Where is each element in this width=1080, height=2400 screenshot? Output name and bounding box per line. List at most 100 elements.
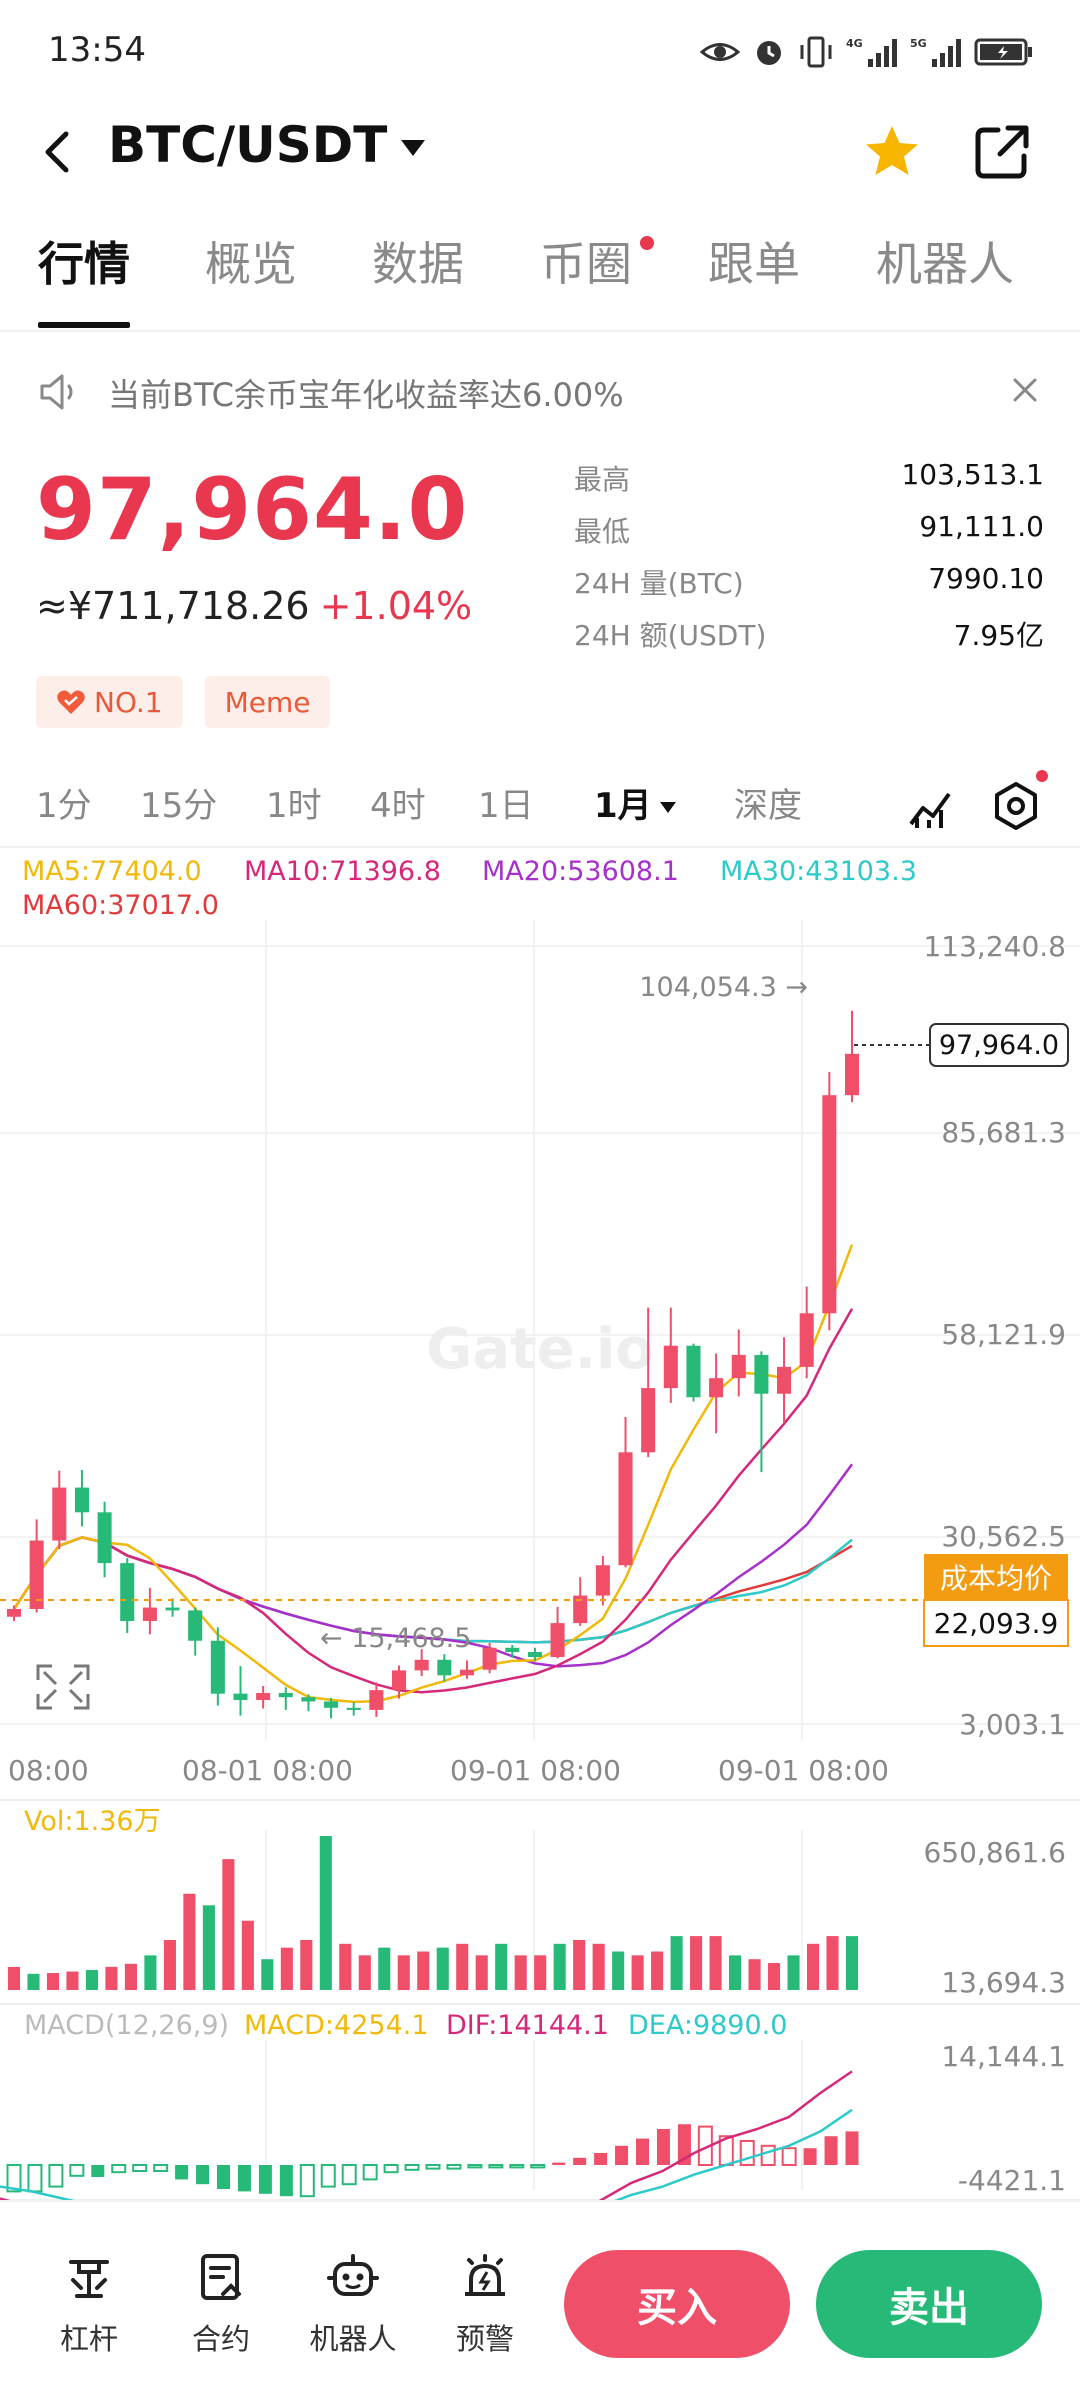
macd-bar — [615, 2145, 629, 2165]
candle-body — [278, 1692, 293, 1698]
candle-body — [799, 1313, 814, 1367]
cny-price-row: ≈¥711,718.26 +1.04% — [36, 584, 472, 628]
volume-bar — [105, 1966, 118, 1990]
tab-community-badge — [640, 236, 654, 250]
interval-1mo[interactable]: 1月 — [594, 778, 676, 827]
rank-tag[interactable]: NO.1 — [36, 676, 183, 728]
alert-label: 预警 — [455, 2322, 514, 2356]
announcement-bar[interactable]: 当前BTC余币宝年化收益率达6.00% — [0, 350, 1080, 434]
stat-label: 最高 — [574, 463, 631, 496]
macd-bar — [803, 2148, 817, 2165]
volume-bar — [592, 1943, 605, 1990]
status-time: 13:54 — [48, 30, 146, 70]
tab-community[interactable]: 币圈 — [540, 237, 632, 291]
ma10-line — [12, 1308, 854, 1694]
macd-bar — [320, 2164, 336, 2188]
cost-tag-value: 22,093.9 — [934, 1607, 1059, 1640]
macd-bar — [91, 2165, 105, 2177]
volume-bar — [514, 1955, 527, 1990]
buy-button[interactable]: 买入 — [564, 2250, 790, 2358]
macd-params: MACD(12,26,9) — [24, 2010, 229, 2041]
alert-button[interactable]: 预警 — [430, 2250, 540, 2358]
heart-icon — [57, 690, 85, 714]
tab-data[interactable]: 数据 — [372, 237, 464, 291]
price-stats: 最高 103,513.1 最低 91,111.0 24H 量(BTC) 7990.10… — [574, 454, 1044, 662]
interval-1d[interactable]: 1日 — [478, 786, 534, 826]
status-bar: 13:54 4G 5G — [0, 0, 1080, 100]
volume-label: Vol:1.36万 — [24, 1806, 161, 1837]
macd-axis-label: -4421.1 — [958, 2164, 1066, 2197]
volume-bar — [534, 1955, 547, 1990]
volume-bar — [475, 1955, 488, 1990]
interval-4h[interactable]: 4时 — [370, 786, 426, 826]
tab-copy-trade[interactable]: 跟单 — [708, 237, 800, 291]
close-icon[interactable] — [1005, 370, 1045, 410]
volume-bar — [806, 1943, 820, 1990]
macd-bar — [739, 2140, 755, 2166]
caret-down-icon — [401, 140, 426, 156]
futures-button[interactable]: 合约 — [166, 2250, 276, 2358]
candle-body — [301, 1697, 316, 1702]
tabs-divider — [0, 330, 1080, 332]
dea-value: DEA:9890.0 — [628, 2010, 787, 2041]
volume-bar — [573, 1939, 586, 1990]
macd-bar — [552, 2162, 566, 2165]
battery-icon — [974, 38, 1032, 66]
tab-overview[interactable]: 概览 — [205, 237, 297, 291]
candle-body — [663, 1345, 678, 1389]
volume-bar — [319, 1836, 332, 1990]
interval-depth[interactable]: 深度 — [734, 786, 802, 826]
cny-price: ≈¥711,718.26 — [36, 584, 310, 628]
macd-bar — [467, 2164, 483, 2169]
candle-body — [346, 1707, 361, 1710]
pair-selector[interactable]: BTC/USDT — [108, 116, 426, 174]
share-icon[interactable] — [970, 120, 1034, 184]
volume-bar — [651, 1951, 664, 1990]
macd-bar — [425, 2164, 441, 2170]
ma20-legend: MA20:53608.1 — [482, 856, 679, 887]
volume-bar — [358, 1955, 371, 1990]
stat-label: 24H 额(USDT) — [574, 619, 767, 652]
candle-body — [29, 1540, 44, 1609]
volume-bar — [456, 1943, 469, 1990]
watermark: Gate.io — [426, 1317, 653, 1382]
caret-down-icon — [659, 802, 676, 813]
volume-bar — [845, 1936, 859, 1990]
tab-market[interactable]: 行情 — [38, 237, 130, 291]
volume-bar — [261, 1959, 274, 1990]
signal-5g-icon: 5G — [910, 37, 961, 67]
macd-bar — [6, 2164, 22, 2193]
tab-bot[interactable]: 机器人 — [876, 237, 1014, 291]
sell-button[interactable]: 卖出 — [816, 2250, 1042, 2358]
margin-button[interactable]: 杠杆 — [34, 2250, 144, 2358]
category-tag[interactable]: Meme — [204, 676, 331, 728]
candle-body — [822, 1095, 837, 1314]
alarm-bell-icon — [465, 2254, 505, 2296]
favorite-star-icon[interactable] — [860, 120, 924, 184]
candle-body — [392, 1670, 407, 1691]
interval-1h[interactable]: 1时 — [266, 786, 322, 826]
macd-bar — [69, 2164, 85, 2177]
low-price-marker: ← 15,468.5 — [320, 1623, 471, 1654]
volume-bar — [46, 1973, 60, 1990]
rank-tag-label: NO.1 — [94, 685, 163, 719]
candle-body — [324, 1701, 339, 1708]
chart-labels: 113,240.8 85,681.3 58,121.9 30,562.5 3,0… — [8, 930, 1066, 1787]
category-tag-label: Meme — [224, 685, 311, 719]
volume-bar — [339, 1943, 352, 1990]
bot-button[interactable]: 机器人 — [298, 2250, 408, 2358]
interval-15m[interactable]: 15分 — [140, 786, 218, 826]
candle-body — [731, 1354, 746, 1379]
macd-bar — [781, 2147, 797, 2166]
high-price-marker: 104,054.3 → — [639, 972, 808, 1003]
volume-bar — [495, 1943, 508, 1990]
net2-label: 5G — [910, 37, 927, 50]
back-icon[interactable] — [30, 122, 90, 182]
ma10-legend: MA10:71396.8 — [244, 856, 441, 887]
price-change-percent: +1.04% — [319, 584, 473, 628]
interval-1m[interactable]: 1分 — [36, 786, 92, 826]
alarm-icon — [757, 41, 781, 65]
chart-settings-icon[interactable] — [990, 780, 1042, 832]
volume-bar — [202, 1905, 215, 1990]
indicator-chart-icon[interactable] — [905, 780, 957, 832]
